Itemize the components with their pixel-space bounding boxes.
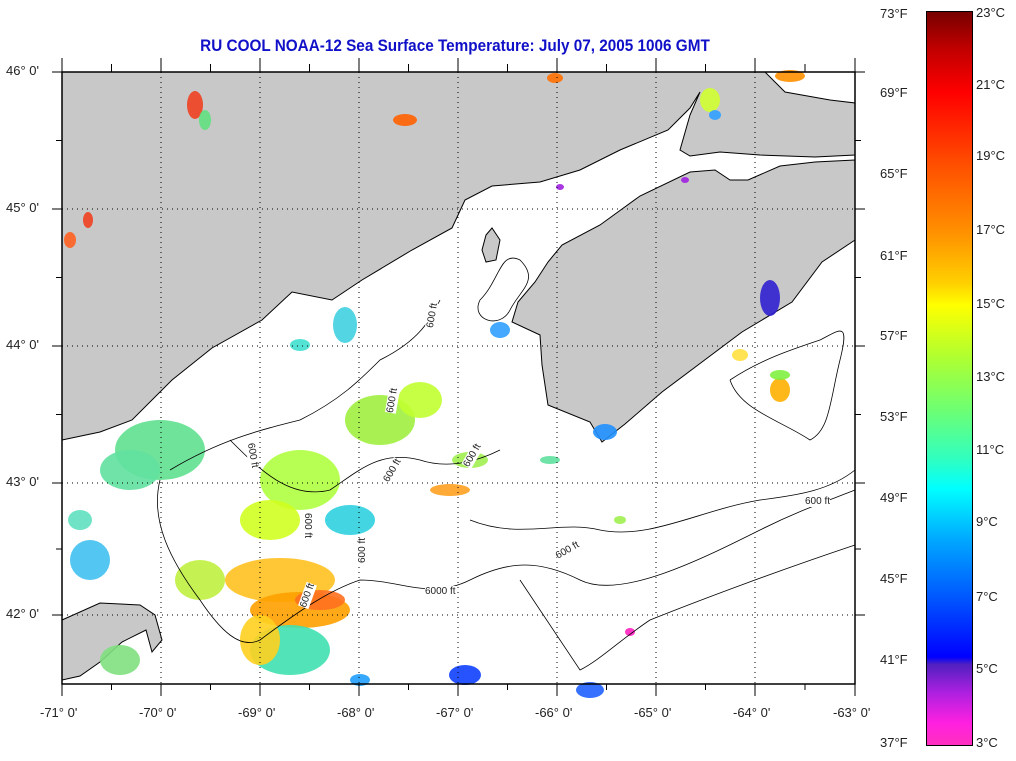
sst-patch [490,322,510,338]
colorbar-label-fahrenheit: 69°F [880,85,908,100]
sst-patch [547,73,563,83]
colorbar-label-celsius: 21°C [976,77,1006,92]
contour-label: 600 ft [805,496,831,507]
sst-patch [770,370,790,380]
colorbar-label-celsius: 17°C [976,222,1006,237]
lon-label: -71° 0' [40,705,78,720]
lon-label: -69° 0' [238,705,276,720]
contour-label: 6000 ft [425,586,456,597]
graticule [52,58,865,696]
sst-patch [199,110,211,130]
sst-patch [700,88,720,112]
contour-600ft [477,257,529,322]
sst-patch [68,510,92,530]
colorbar-label-celsius: 11°C [976,442,1005,457]
colorbar-label-fahrenheit: 65°F [880,166,908,181]
sst-patch [350,674,370,686]
contour-6000ft [519,544,856,671]
sst-patch [345,395,415,445]
sst-patch [260,450,340,510]
lon-label: -63° 0' [833,705,871,720]
contour-600ft [469,469,856,533]
sst-patch [100,450,160,490]
colorbar-label-celsius: 19°C [976,148,1006,163]
sst-patch [333,307,357,343]
sst-patch [449,665,481,685]
land-maine-new-brunswick [61,71,856,441]
sst-patch [540,456,560,464]
sst-patch [100,645,140,675]
sst-patch [175,560,225,600]
colorbar-label-celsius: 7°C [976,589,998,604]
contour-label: 600 ft [357,537,369,564]
sst-patch [187,91,203,119]
sst-patch [770,378,790,402]
colorbar-label-celsius: 3°C [976,735,998,750]
sst-patch [325,505,375,535]
contour-600ft [729,330,845,441]
lon-label: -65° 0' [634,705,672,720]
colorbar [926,11,973,746]
lat-label: 43° 0' [6,474,39,489]
colorbar-label-fahrenheit: 61°F [880,248,908,263]
sst-patch [83,212,93,228]
sst-patch [64,232,76,248]
lon-label: -70° 0' [139,705,177,720]
colorbar-label-celsius: 5°C [976,661,998,676]
map-frame [61,71,856,685]
lon-label: -64° 0' [733,705,771,720]
sst-patch [430,484,470,496]
contour-label: 600 ft [302,512,314,539]
sst-patch [290,339,310,351]
colorbar-label-fahrenheit: 41°F [880,652,908,667]
colorbar-label-fahrenheit: 37°F [880,735,908,750]
sst-patch [70,540,110,580]
contour-600ft [169,299,441,471]
sst-patch [625,628,635,636]
lat-label: 44° 0' [6,337,39,352]
lon-label: -68° 0' [337,705,375,720]
contour-600ft [229,439,501,493]
sst-patch [556,184,564,190]
map-title: RU COOL NOAA-12 Sea Surface Temperature:… [200,36,710,55]
sst-patch [732,349,748,361]
colorbar-label-fahrenheit: 49°F [880,490,908,505]
land-cape-cod [61,602,163,681]
sst-patch [393,114,417,126]
land-grand-manan [481,227,501,263]
sst-patch [760,280,780,316]
sst-patch [775,70,805,82]
lat-label: 45° 0' [6,200,39,215]
colorbar-label-fahrenheit: 45°F [880,571,908,586]
sst-patch [614,516,626,524]
lat-label: 46° 0' [6,63,39,78]
colorbar-label-celsius: 13°C [976,369,1006,384]
lon-label: -67° 0' [436,705,474,720]
lat-label: 42° 0' [6,606,39,621]
sst-patch [709,110,721,120]
sst-patch [593,424,617,440]
sst-patch [576,682,604,698]
colorbar-label-celsius: 23°C [976,5,1006,20]
colorbar-label-fahrenheit: 53°F [880,409,908,424]
colorbar-label-fahrenheit: 73°F [880,6,908,21]
colorbar-label-fahrenheit: 57°F [880,328,908,343]
sst-patch [398,382,442,418]
sst-patch [681,177,689,183]
colorbar-label-celsius: 15°C [976,296,1006,311]
sst-patch [240,500,300,540]
colorbar-label-celsius: 9°C [976,514,998,529]
lon-label: -66° 0' [535,705,573,720]
land [61,71,856,681]
land-nova-scotia [511,159,856,443]
